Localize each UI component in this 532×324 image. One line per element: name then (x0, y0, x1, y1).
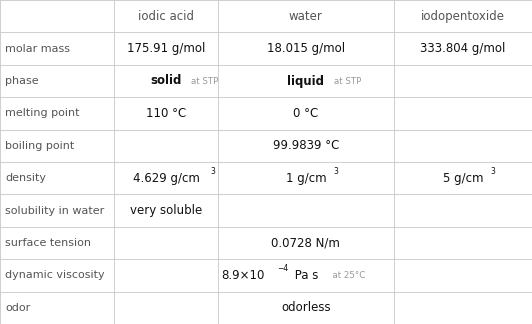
Text: 18.015 g/mol: 18.015 g/mol (267, 42, 345, 55)
Text: 175.91 g/mol: 175.91 g/mol (127, 42, 205, 55)
Text: Pa s: Pa s (291, 269, 319, 282)
Text: iodopentoxide: iodopentoxide (421, 10, 505, 23)
Text: boiling point: boiling point (5, 141, 74, 151)
Text: melting point: melting point (5, 109, 80, 118)
Text: −4: −4 (277, 264, 288, 273)
Text: 110 °C: 110 °C (146, 107, 186, 120)
Text: phase: phase (5, 76, 39, 86)
Text: iodic acid: iodic acid (138, 10, 194, 23)
Text: 3: 3 (333, 167, 338, 176)
Text: surface tension: surface tension (5, 238, 92, 248)
Text: density: density (5, 173, 46, 183)
Text: 0.0728 N/m: 0.0728 N/m (271, 237, 340, 249)
Text: water: water (289, 10, 323, 23)
Text: 0 °C: 0 °C (293, 107, 319, 120)
Text: liquid: liquid (287, 75, 325, 87)
Text: 99.9839 °C: 99.9839 °C (273, 139, 339, 152)
Text: dynamic viscosity: dynamic viscosity (5, 271, 105, 280)
Text: 3: 3 (490, 167, 495, 176)
Text: solubility in water: solubility in water (5, 206, 105, 215)
Text: 333.804 g/mol: 333.804 g/mol (420, 42, 505, 55)
Text: at STP: at STP (191, 76, 218, 86)
Text: 4.629 g/cm: 4.629 g/cm (133, 172, 200, 185)
Text: 1 g/cm: 1 g/cm (286, 172, 326, 185)
Text: 8.9×10: 8.9×10 (221, 269, 264, 282)
Text: 5 g/cm: 5 g/cm (443, 172, 483, 185)
Text: at 25°C: at 25°C (327, 271, 365, 280)
Text: 3: 3 (211, 167, 215, 176)
Text: odorless: odorless (281, 301, 331, 314)
Text: at STP: at STP (334, 76, 361, 86)
Text: very soluble: very soluble (130, 204, 202, 217)
Text: odor: odor (5, 303, 30, 313)
Text: solid: solid (151, 75, 182, 87)
Text: molar mass: molar mass (5, 44, 70, 53)
